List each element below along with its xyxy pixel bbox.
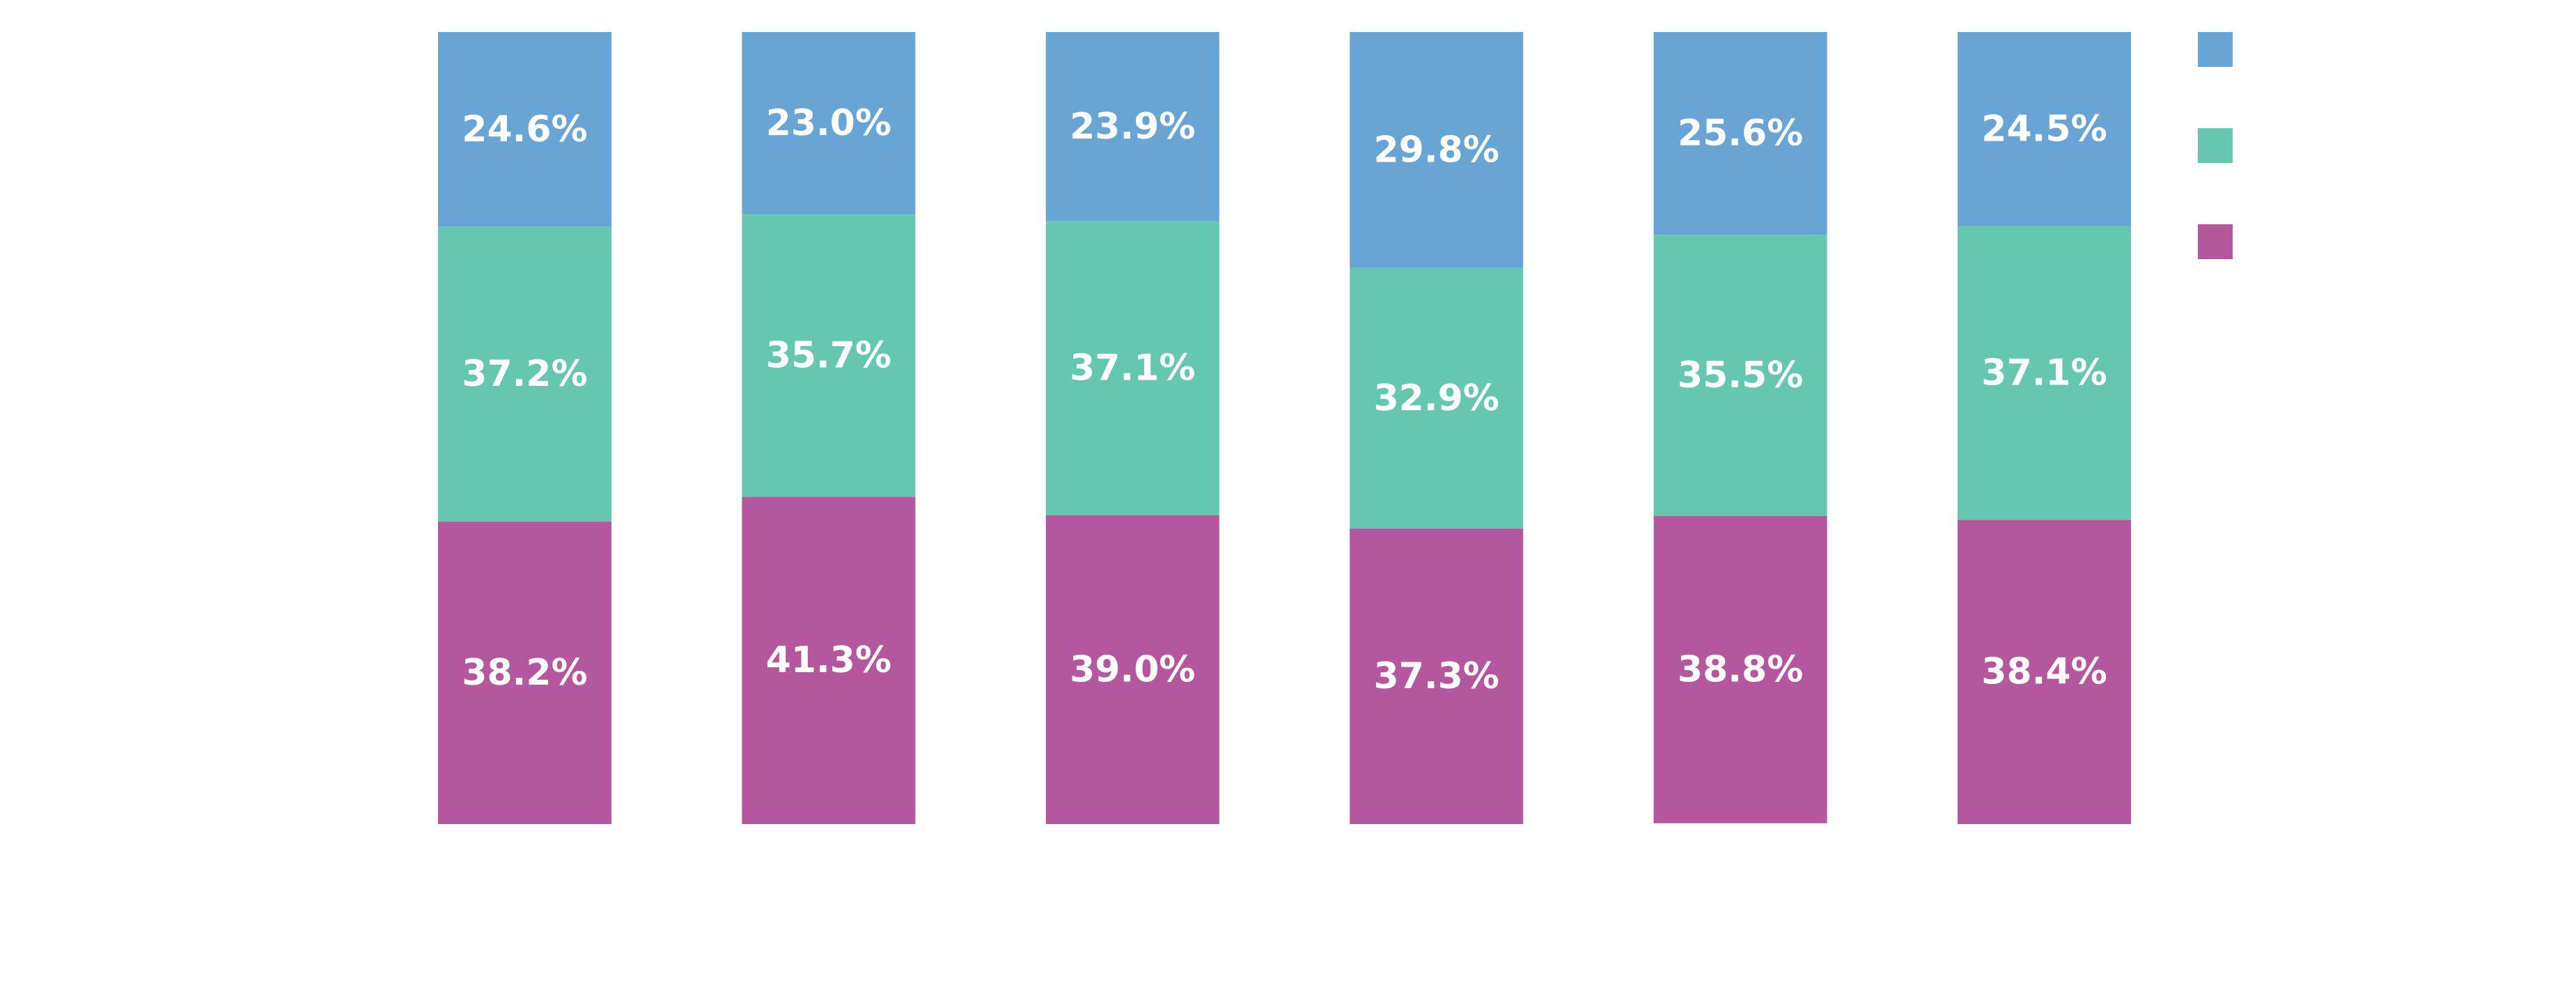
bar-segment-3-bar-4	[1350, 528, 1524, 824]
bar-segment-1-bar-3	[1045, 32, 1219, 222]
bar-segment-2-bar-3	[1045, 221, 1219, 515]
bar-segment-2-bar-1	[438, 226, 611, 522]
data-label-2-bar-5: 35.5%	[1678, 355, 1803, 396]
legend-swatch-3	[2198, 224, 2233, 259]
data-label-2-bar-6: 37.1%	[1981, 352, 2107, 394]
data-label-2-bar-2: 35.7%	[766, 335, 891, 377]
bar-segment-3-bar-5	[1653, 515, 1827, 823]
data-label-1-bar-1: 24.6%	[462, 109, 587, 150]
bar-segment-1-bar-1	[438, 32, 611, 227]
legend-swatch-1	[2198, 32, 2233, 67]
bar-segment-3-bar-3	[1045, 515, 1219, 824]
data-label-2-bar-3: 37.1%	[1070, 348, 1195, 389]
data-label-3-bar-1: 38.2%	[462, 652, 587, 694]
bar-segment-3-bar-2	[742, 497, 916, 824]
data-label-3-bar-2: 41.3%	[766, 639, 891, 681]
data-label-3-bar-6: 38.4%	[1981, 651, 2107, 693]
data-labels-group: 24.6% 37.2% 38.2% 23.0% 35.7% 41.3% 23.9% 37.1%…	[462, 102, 2107, 697]
bar-segment-2-bar-6	[1958, 226, 2131, 520]
bars-group	[438, 32, 2131, 824]
data-label-1-bar-3: 23.9%	[1070, 106, 1195, 148]
data-label-3-bar-5: 38.8%	[1678, 648, 1803, 690]
data-label-2-bar-1: 37.2%	[462, 353, 587, 395]
bar-segment-1-bar-5	[1653, 32, 1827, 235]
bar-segment-2-bar-5	[1653, 235, 1827, 516]
legend	[2198, 32, 2233, 259]
legend-swatch-2	[2198, 128, 2233, 163]
data-label-1-bar-5: 25.6%	[1678, 113, 1803, 155]
data-label-3-bar-4: 37.3%	[1373, 655, 1499, 697]
bar-segment-2-bar-4	[1350, 267, 1524, 529]
bar-segment-1-bar-4	[1350, 32, 1524, 268]
data-label-2-bar-4: 32.9%	[1373, 378, 1499, 419]
bar-segment-3-bar-6	[1958, 520, 2131, 824]
data-label-1-bar-6: 24.5%	[1981, 108, 2107, 150]
bar-segment-1-bar-2	[742, 32, 916, 215]
data-label-1-bar-2: 23.0%	[766, 102, 891, 144]
bar-segment-1-bar-6	[1958, 32, 2131, 226]
bar-segment-2-bar-2	[742, 214, 916, 497]
bar-segment-3-bar-1	[438, 521, 611, 824]
data-label-3-bar-3: 39.0%	[1070, 648, 1195, 690]
data-label-1-bar-4: 29.8%	[1373, 129, 1499, 171]
